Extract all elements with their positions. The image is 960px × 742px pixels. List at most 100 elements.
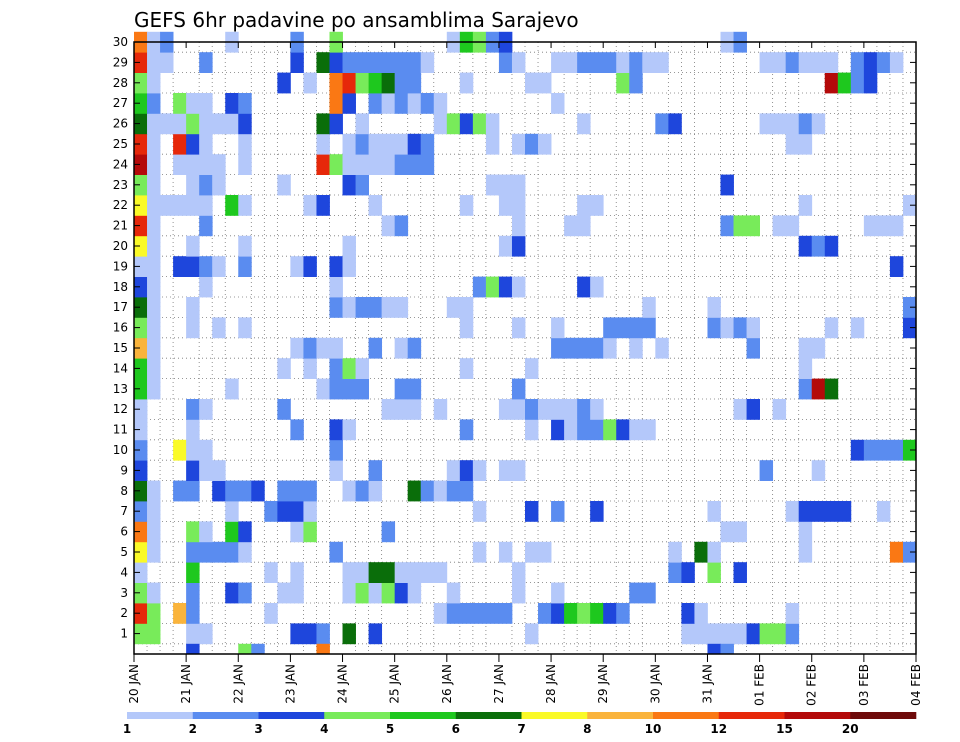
y-tick-label: 20 <box>113 239 128 253</box>
colorbar-swatch <box>521 712 588 719</box>
precip-cell <box>147 358 161 379</box>
precip-cell <box>720 174 734 196</box>
precip-cell <box>381 399 396 420</box>
precip-cell <box>863 439 878 461</box>
precip-cell <box>407 154 422 175</box>
y-tick-label: 28 <box>113 76 128 90</box>
precip-cell <box>785 113 800 135</box>
precip-cell <box>329 439 343 461</box>
precip-cell <box>342 623 356 645</box>
precip-cell <box>381 72 396 94</box>
precip-cell <box>329 154 343 175</box>
precip-cell <box>212 460 226 481</box>
precip-cell <box>538 133 552 155</box>
precip-cell <box>498 603 513 624</box>
precip-cell <box>629 582 643 604</box>
precip-cell <box>459 480 474 502</box>
precip-cell <box>277 501 291 522</box>
precip-cell <box>394 72 409 94</box>
precip-cell <box>551 603 565 624</box>
precip-cell <box>720 317 734 339</box>
precip-cell <box>459 603 474 624</box>
y-tick-label: 4 <box>120 565 128 579</box>
precip-cell <box>603 52 617 73</box>
precip-cell <box>134 562 148 583</box>
precip-cell <box>472 113 487 135</box>
precip-cell <box>525 501 539 522</box>
precip-cell <box>485 276 500 298</box>
precip-cell <box>551 399 565 420</box>
precip-cell <box>485 603 500 624</box>
precip-cell <box>759 52 774 73</box>
precip-cell <box>134 52 148 73</box>
precip-cell <box>303 501 317 522</box>
precip-cell <box>420 562 435 583</box>
precip-cell <box>147 174 161 196</box>
y-tick-label: 9 <box>120 463 128 477</box>
precip-cell <box>147 235 161 257</box>
precip-cell <box>850 317 865 339</box>
precip-cell <box>407 562 422 583</box>
precip-cell <box>212 113 226 135</box>
precip-cell <box>173 256 187 277</box>
precip-cell <box>472 541 487 563</box>
y-tick-label: 30 <box>113 35 128 49</box>
precip-cell <box>290 623 304 645</box>
precip-cell <box>134 439 148 461</box>
precip-cell <box>329 113 343 135</box>
y-tick-label: 13 <box>113 382 128 396</box>
precip-cell <box>824 501 839 522</box>
precip-cell <box>772 215 787 237</box>
y-axis: 1234567891011121314151617181920212223242… <box>113 35 916 641</box>
colorbar-label: 10 <box>645 722 662 736</box>
precip-cell <box>446 460 461 481</box>
precip-cell <box>238 521 252 543</box>
precip-cell <box>564 399 578 420</box>
precip-cell <box>212 317 226 339</box>
precip-cell <box>902 195 917 216</box>
precip-cell <box>603 337 617 359</box>
y-tick-label: 17 <box>113 300 128 314</box>
x-tick-label: 03 FEB <box>857 664 871 706</box>
colorbar-label: 7 <box>517 722 525 736</box>
precip-cell <box>407 52 422 73</box>
precip-cell <box>381 582 396 604</box>
precip-cell <box>785 52 800 73</box>
precip-cell <box>616 419 630 441</box>
y-tick-label: 18 <box>113 280 128 294</box>
y-tick-label: 12 <box>113 402 128 416</box>
precip-cell <box>551 582 565 604</box>
y-tick-label: 2 <box>120 606 128 620</box>
precip-cell <box>850 439 865 461</box>
precip-cell <box>238 93 252 114</box>
precip-cell <box>707 623 721 645</box>
precip-cell <box>407 72 422 94</box>
y-tick-label: 8 <box>120 484 128 498</box>
precip-cell <box>329 337 343 359</box>
precip-cell <box>394 215 409 237</box>
precip-cell <box>824 378 839 400</box>
precip-cell <box>511 562 526 583</box>
precip-cell <box>277 174 291 196</box>
precip-cell <box>303 256 317 277</box>
precip-cell <box>277 72 291 94</box>
precip-cell <box>186 419 200 441</box>
precip-cell <box>616 72 630 94</box>
precip-cell <box>186 133 200 155</box>
y-tick-label: 24 <box>113 157 128 171</box>
colorbar-swatch <box>192 712 259 719</box>
precip-cell <box>329 460 343 481</box>
precip-cell <box>681 562 695 583</box>
precip-cell <box>498 541 513 563</box>
precip-cell <box>889 541 904 563</box>
precip-cell <box>785 623 800 645</box>
precip-cell <box>433 480 448 502</box>
precip-cell <box>225 113 239 135</box>
colorbar-label: 4 <box>320 722 328 736</box>
precip-cell <box>785 215 800 237</box>
colorbar-swatch <box>718 712 785 719</box>
precip-cell <box>525 133 539 155</box>
precip-cell <box>316 623 330 645</box>
precip-cell <box>459 195 474 216</box>
precip-cell <box>511 174 526 196</box>
